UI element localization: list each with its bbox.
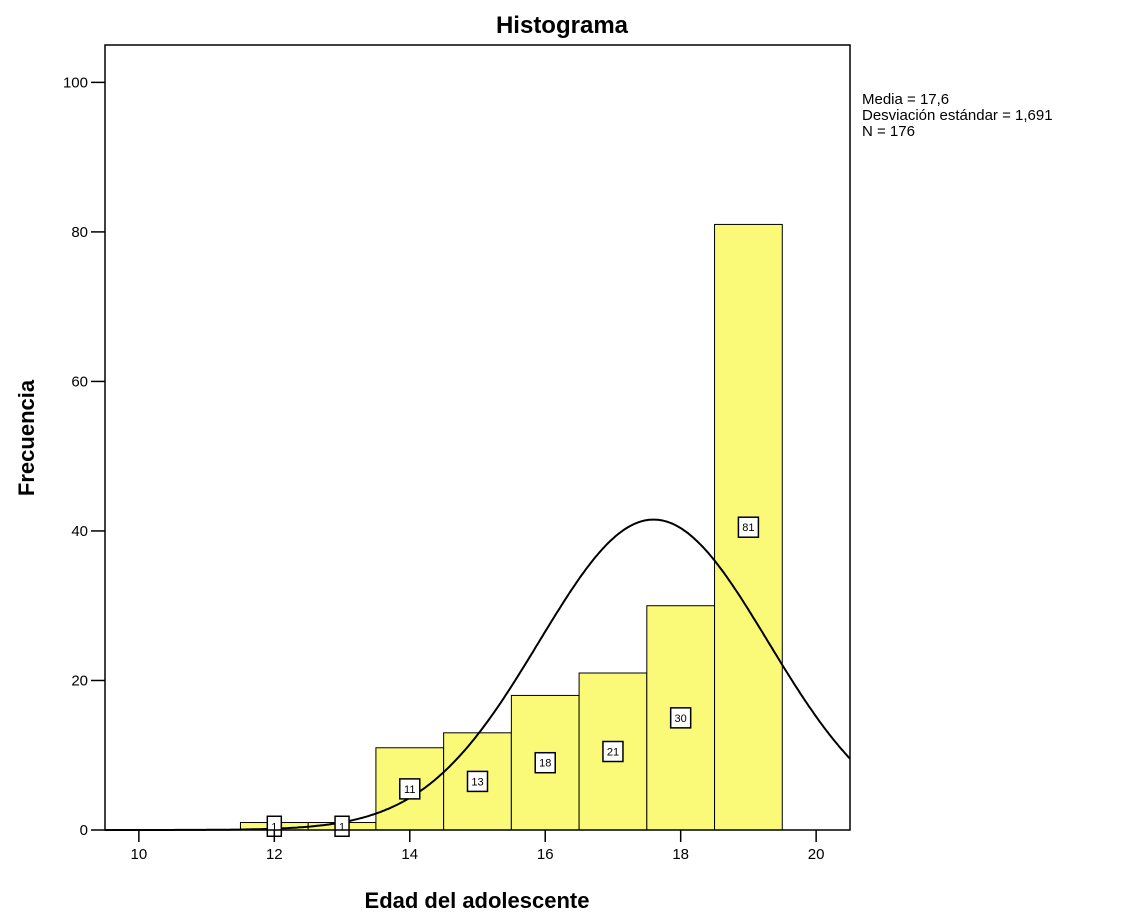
data-label: 13 xyxy=(471,776,483,788)
x-tick-label: 16 xyxy=(537,846,554,863)
x-axis-title: Edad del adolescente xyxy=(365,888,590,913)
stat-n: N = 176 xyxy=(862,123,915,140)
statistics-legend: Media = 17,6 Desviación estándar = 1,691… xyxy=(862,91,1053,140)
x-tick-label: 20 xyxy=(808,846,825,863)
histogram-bar xyxy=(646,605,716,831)
data-label: 1 xyxy=(271,821,277,833)
y-axis-title: Frecuencia xyxy=(14,379,39,496)
y-tick-label: 20 xyxy=(71,672,88,689)
data-label: 21 xyxy=(607,747,619,759)
y-tick-label: 60 xyxy=(71,373,88,390)
data-label: 30 xyxy=(675,713,687,725)
y-tick-label: 40 xyxy=(71,523,88,540)
plot-frame xyxy=(104,44,851,831)
data-label: 11 xyxy=(404,784,415,796)
data-label-box xyxy=(399,778,421,800)
y-tick-label: 80 xyxy=(71,224,88,241)
data-label: 81 xyxy=(742,522,754,534)
data-label-box xyxy=(534,751,556,774)
y-tick-label: 0 xyxy=(80,822,88,839)
data-label-box xyxy=(466,770,489,793)
x-tick-label: 14 xyxy=(401,846,418,863)
x-tick-label: 10 xyxy=(131,846,148,863)
data-label: 1 xyxy=(339,821,345,833)
y-tick-label: 100 xyxy=(63,74,88,91)
x-tick-label: 18 xyxy=(672,846,689,863)
chart-title: Histograma xyxy=(496,12,629,39)
stat-mean: Media = 17,6 xyxy=(862,91,949,108)
x-tick-label: 12 xyxy=(266,846,283,863)
stat-std-dev: Desviación estándar = 1,691 xyxy=(862,107,1053,124)
data-label: 18 xyxy=(539,758,551,770)
data-label-box xyxy=(602,740,624,763)
data-label-box xyxy=(334,815,350,838)
data-label-box xyxy=(669,707,692,729)
data-label-box xyxy=(737,516,760,538)
